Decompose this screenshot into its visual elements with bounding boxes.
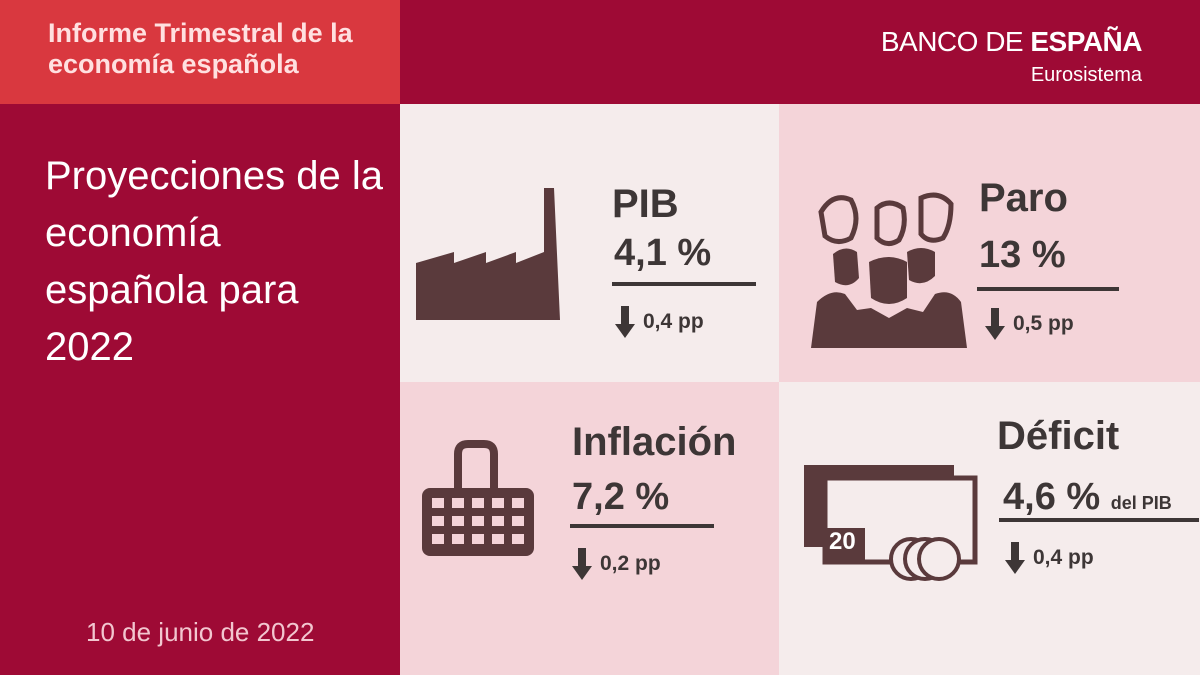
inflacion-divider bbox=[570, 524, 714, 528]
deficit-value-unit: del PIB bbox=[1110, 493, 1172, 513]
pib-divider bbox=[612, 282, 756, 286]
inflacion-change: 0,2 pp bbox=[572, 548, 661, 580]
pib-change-value: 0,4 pp bbox=[643, 310, 704, 333]
paro-value: 13 % bbox=[979, 234, 1066, 276]
arrow-down-icon bbox=[615, 306, 635, 338]
paro-change-value: 0,5 pp bbox=[1013, 312, 1074, 335]
panel-inflacion: Inflación 7,2 % 0,2 pp bbox=[400, 382, 779, 675]
deficit-label: Déficit bbox=[997, 414, 1120, 458]
arrow-down-icon bbox=[572, 548, 592, 580]
page-title: Proyecciones de la economía española par… bbox=[45, 154, 383, 369]
deficit-divider bbox=[999, 518, 1199, 522]
banknote-number: 20 bbox=[829, 528, 856, 555]
paro-label: Paro bbox=[979, 176, 1068, 220]
inflacion-change-value: 0,2 pp bbox=[600, 552, 661, 575]
brand-light: BANCO DE bbox=[880, 26, 1031, 57]
brand-logo: BANCO DE ESPAÑA bbox=[880, 26, 1143, 58]
pib-change: 0,4 pp bbox=[615, 306, 704, 338]
panel-deficit: 20 Déficit 4,6 % del PIB 0,4 pp bbox=[779, 382, 1200, 675]
pib-label: PIB bbox=[612, 182, 679, 226]
series-title: Informe Trimestral de la economía españo… bbox=[48, 18, 353, 79]
deficit-value-number: 4,6 % bbox=[1003, 476, 1101, 518]
money-icon bbox=[804, 465, 978, 581]
paro-divider bbox=[977, 287, 1119, 291]
shopping-basket-icon bbox=[422, 440, 534, 556]
inflacion-value: 7,2 % bbox=[572, 476, 670, 518]
arrow-down-icon bbox=[1005, 542, 1025, 574]
header-banner bbox=[0, 0, 400, 104]
brand-subtitle: Eurosistema bbox=[1030, 64, 1142, 86]
panel-pib: PIB 4,1 % 0,4 pp bbox=[400, 104, 779, 382]
people-group-icon bbox=[811, 192, 967, 348]
deficit-value: 4,6 % del PIB bbox=[1003, 476, 1172, 519]
panel-paro: Paro 13 % 0,5 pp bbox=[779, 104, 1200, 382]
pib-value: 4,1 % bbox=[614, 232, 712, 274]
date: 10 de junio de 2022 bbox=[86, 617, 315, 647]
deficit-change-value: 0,4 pp bbox=[1033, 546, 1094, 569]
deficit-change: 0,4 pp bbox=[1005, 542, 1094, 574]
paro-change: 0,5 pp bbox=[985, 308, 1074, 340]
brand-bold: ESPAÑA bbox=[1030, 26, 1142, 57]
factory-icon bbox=[416, 188, 560, 320]
arrow-down-icon bbox=[985, 308, 1005, 340]
inflacion-label: Inflación bbox=[572, 420, 737, 464]
